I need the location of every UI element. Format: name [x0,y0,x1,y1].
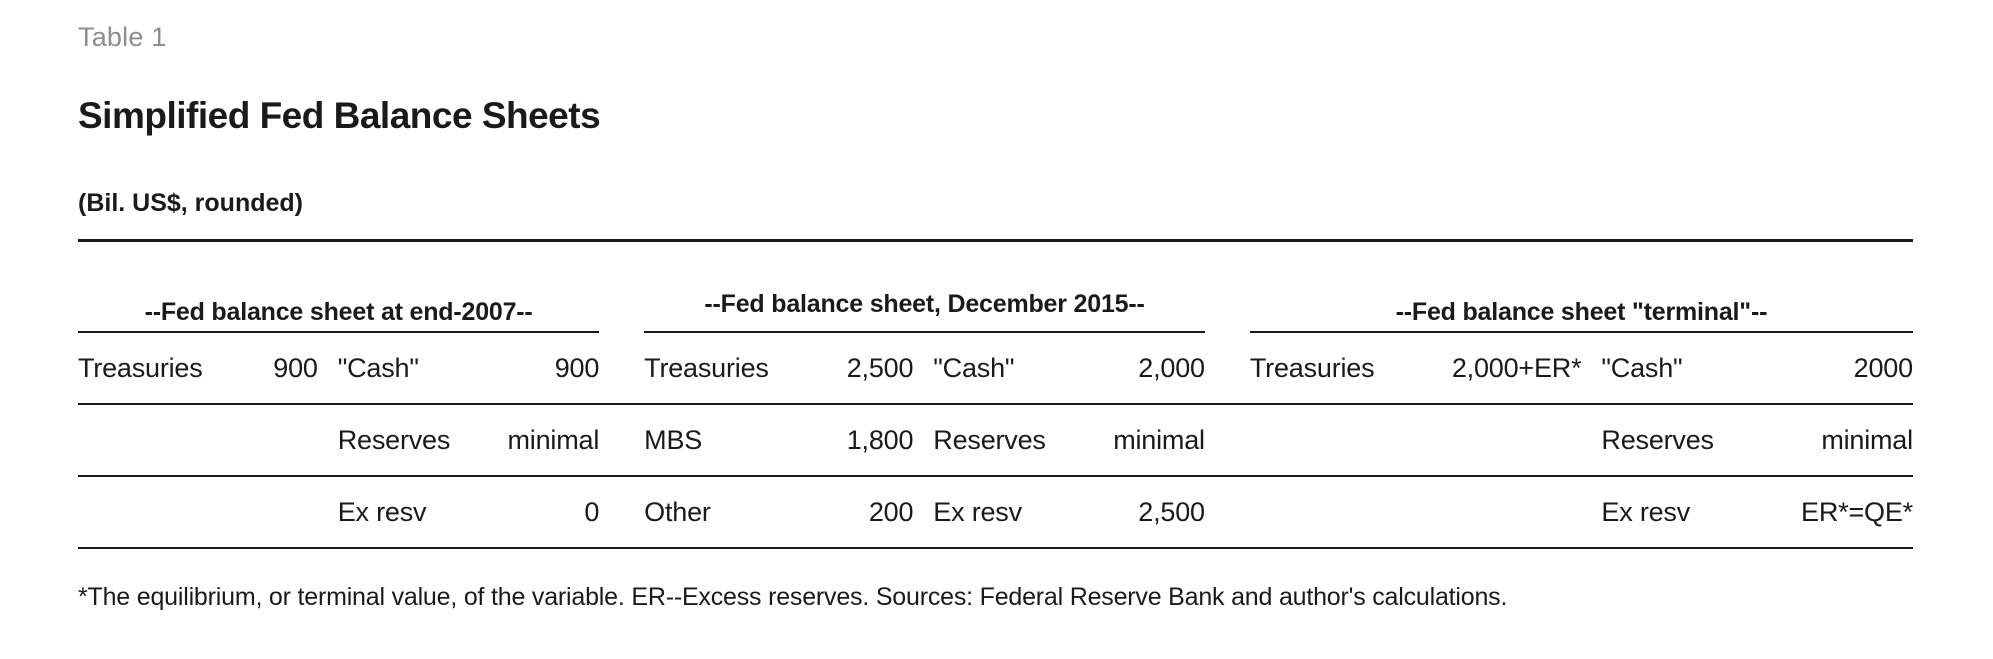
cell: 2,000 [1138,352,1205,383]
cell: 900 [554,352,600,383]
group-terminal-row: Ex resv ER*=QE* [1250,477,1913,547]
cell: MBS [644,424,703,455]
cell: 2000 [1853,352,1913,383]
cell: 900 [273,352,318,383]
group-header-label: --Fed balance sheet at end-2007-- [144,298,533,326]
footnote: *The equilibrium, or terminal value, of … [78,583,1508,611]
group-header-label: --Fed balance sheet, December 2015-- [704,289,1145,318]
group-end-2007-row: Treasuries 900 "Cash" 900 [78,333,599,403]
table-figure: Table 1 Simplified Fed Balance Sheets (B… [78,0,1913,612]
page-title: Simplified Fed Balance Sheets [78,95,601,136]
cell: Ex resv [337,496,427,527]
units-subtitle: (Bil. US$, rounded) [78,189,303,217]
cell: Ex resv [1601,496,1691,527]
cell: minimal [1113,424,1205,455]
group-december-2015-row: Treasuries 2,500 "Cash" 2,000 [644,333,1205,403]
group-terminal-row: Reserves minimal [1250,405,1913,475]
cell: 2,000+ER* [1451,352,1582,383]
cell: "Cash" [337,352,419,383]
cell: ER*=QE* [1801,496,1913,527]
cell: Reserves [933,424,1046,455]
cell: 2,500 [846,352,914,383]
cell: Reserves [337,424,451,455]
cell: minimal [507,424,600,455]
cell: 200 [868,496,914,527]
cell: 1,800 [846,424,914,455]
cell: 0 [584,496,600,527]
group-header-end-2007: --Fed balance sheet at end-2007-- [78,242,600,333]
cell: Other [644,496,711,527]
group-end-2007-row: Ex resv 0 [78,477,600,547]
cell: "Cash" [1601,352,1683,383]
cell: Treasuries [1249,352,1375,383]
group-terminal-row: Treasuries 2,000+ER* "Cash" 2000 [1250,333,1913,403]
cell: Treasuries [644,352,769,383]
group-december-2015-row: MBS 1,800 Reserves minimal [644,405,1205,475]
table-row: Ex resv 0 Other 200 Ex resv 2,500 Ex res… [78,477,1913,549]
table-row: Reserves minimal MBS 1,800 Reserves mini… [78,405,1913,477]
cell: Ex resv [933,496,1022,527]
cell: Reserves [1601,424,1714,455]
group-header-december-2015: --Fed balance sheet, December 2015-- [644,242,1205,333]
cell: minimal [1821,424,1913,455]
group-header-terminal: --Fed balance sheet "terminal"-- [1249,242,1913,333]
table-number-label: Table 1 [78,22,167,52]
table-row: Treasuries 900 "Cash" 900 Treasuries 2,5… [78,333,1913,405]
balance-sheet-table: --Fed balance sheet at end-2007-- --Fed … [78,239,1913,549]
cell: Treasuries [78,352,203,383]
cell: "Cash" [933,352,1015,383]
group-december-2015-row: Other 200 Ex resv 2,500 [644,477,1205,547]
group-header-label: --Fed balance sheet "terminal"-- [1395,298,1768,326]
group-header-row: --Fed balance sheet at end-2007-- --Fed … [78,242,1913,333]
cell: 2,500 [1138,496,1205,527]
group-end-2007-row: Reserves minimal [78,405,600,475]
